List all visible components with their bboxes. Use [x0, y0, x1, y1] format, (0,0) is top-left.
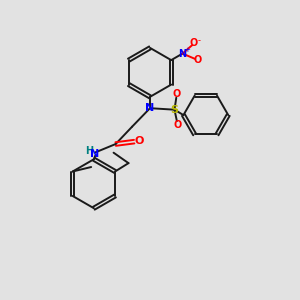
Text: N: N — [90, 148, 99, 159]
Text: S: S — [170, 105, 178, 115]
Text: O: O — [173, 120, 181, 130]
Text: O: O — [134, 136, 144, 146]
Text: -: - — [197, 36, 200, 45]
Text: O: O — [194, 55, 202, 65]
Text: O: O — [190, 38, 198, 48]
Text: H: H — [85, 146, 93, 156]
Text: N: N — [146, 103, 154, 113]
Text: O: O — [172, 89, 181, 99]
Text: +: + — [184, 47, 190, 53]
Text: N: N — [178, 49, 187, 58]
